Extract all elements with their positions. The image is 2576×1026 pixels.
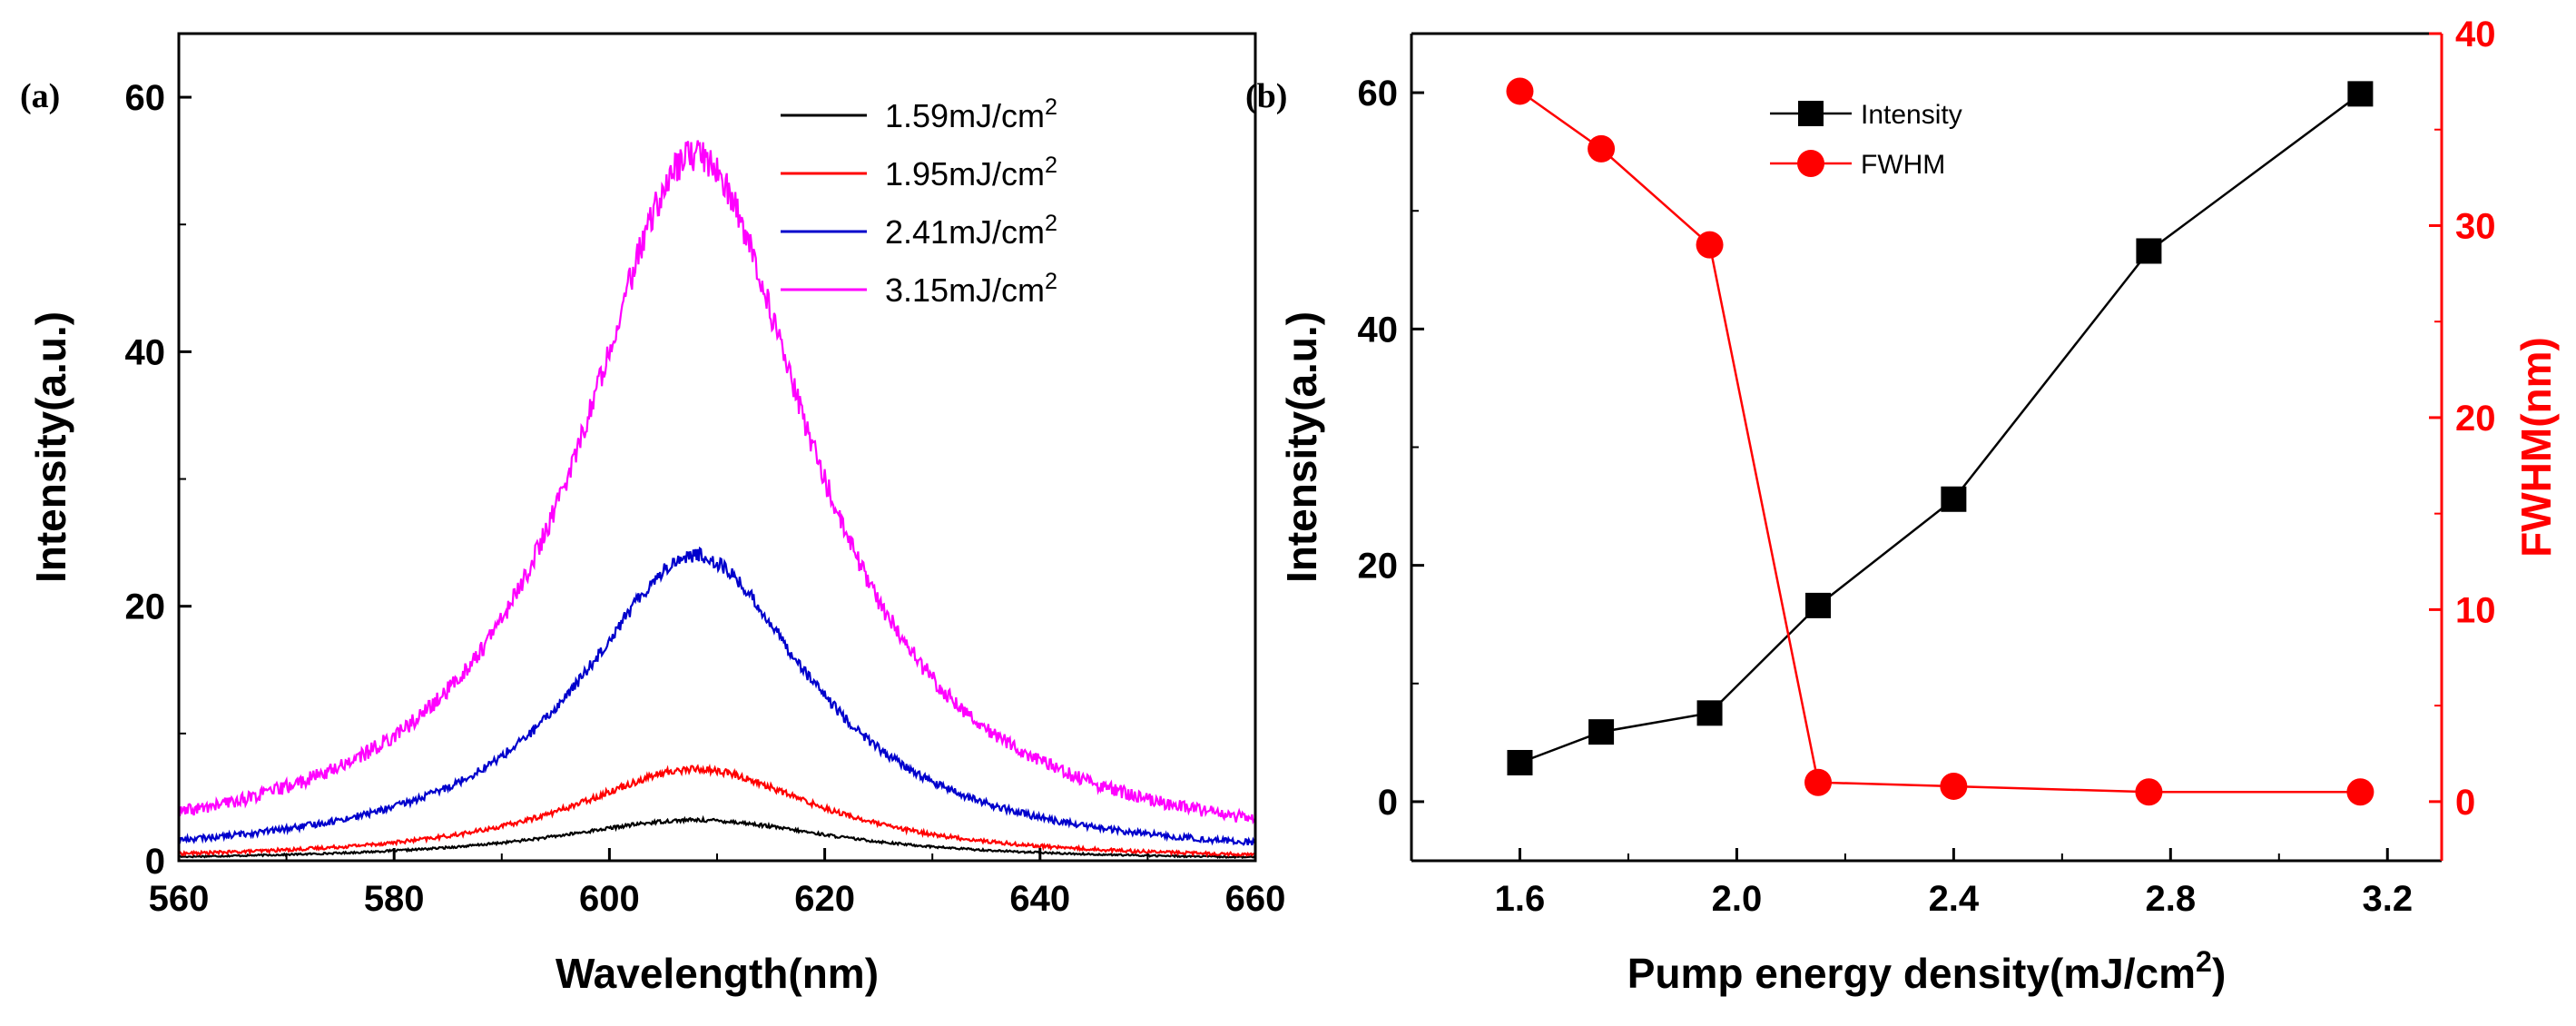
panel-a-spectra-chart: 560 580 600 620 640 660 0 20 40 60 Wavelength(nm) I… [20,32,1286,997]
x-tick-label: 2.8 [2146,879,2197,919]
y-axis-title: Intensity(a.u.) [27,311,74,583]
x-tick-label: 600 [579,879,640,919]
y-tick-label: 40 [1358,310,1399,350]
x-tick-label: 1.6 [1495,879,1546,919]
legend-a: 1.59mJ/cm2 1.95mJ/cm2 2.41mJ/cm2 3.15mJ/cm2 [781,94,1057,309]
y2-tick-label: 0 [2455,783,2475,823]
intensity-point [1507,749,1533,775]
y-tick-label: 60 [1358,74,1399,113]
spectrum-line-1 [178,814,1256,860]
y2-tick-label: 30 [2455,206,2496,246]
y2-tick-label: 40 [2455,15,2496,54]
y-axis-title: Intensity(a.u.) [1278,311,1325,583]
x-tick-label: 2.4 [1929,879,1980,919]
x-tick-label: 580 [364,879,425,919]
y2-tick-label: 10 [2455,590,2496,630]
fwhm-point [1940,772,1968,800]
panel-label-a: (a) [20,77,60,115]
intensity-point [1696,700,1723,726]
spectrum-line-2 [178,763,1256,858]
y2-axis-title: FWHM(nm) [2512,337,2560,557]
intensity-point [1805,592,1832,618]
x-axis-title: Wavelength(nm) [556,950,879,997]
x-tick-label: 2.0 [1712,879,1763,919]
legend-label: FWHM [1861,150,1945,180]
spectrum-line-4 [178,140,1257,825]
intensity-point [2347,81,2374,107]
x-tick-label: 560 [149,879,210,919]
intensity-point [1941,486,1967,512]
intensity-point [2136,238,2162,264]
panel-label-b: (b) [1245,77,1287,115]
y-tick-label: 0 [145,842,165,882]
fwhm-point [1506,77,1534,105]
legend-label: 1.59mJ/cm2 [885,94,1057,134]
intensity-line [1519,93,2362,765]
x-tick-label: 3.2 [2362,879,2413,919]
fwhm-line [1519,90,2361,794]
x-tick-label: 620 [794,879,855,919]
spectrum-line-3 [178,546,1256,846]
legend-label: 1.95mJ/cm2 [885,153,1057,192]
fwhm-point [2346,778,2374,806]
x-axis-title: Pump energy density(mJ/cm2) [1627,945,2227,997]
x-tick-label: 660 [1225,879,1286,919]
legend-label: 3.15mJ/cm2 [885,269,1057,309]
fwhm-point [1696,231,1724,259]
spectra-lines [178,140,1257,860]
y-tick-label: 0 [1378,783,1398,823]
y-tick-label: 60 [125,78,166,118]
legend-label: Intensity [1861,100,1962,130]
x-tick-label: 640 [1009,879,1070,919]
y2-tick-label: 20 [2455,399,2496,439]
fwhm-point [1804,768,1833,796]
fwhm-point [2135,778,2163,806]
legend-swatch-square [1798,101,1824,126]
y-tick-label: 20 [125,587,166,627]
intensity-point [1588,719,1615,745]
legend-label: 2.41mJ/cm2 [885,211,1057,251]
y-tick-label: 20 [1358,547,1399,587]
fwhm-point [1588,134,1616,163]
panel-b-dual-axis-chart: 1.6 2.0 2.4 2.8 3.2 0 20 40 60 0 10 20 30 40 Pump ener… [1245,15,2560,997]
legend-swatch-circle [1797,150,1824,177]
legend-b: Intensity FWHM [1770,100,1962,180]
y-tick-label: 40 [125,332,166,372]
